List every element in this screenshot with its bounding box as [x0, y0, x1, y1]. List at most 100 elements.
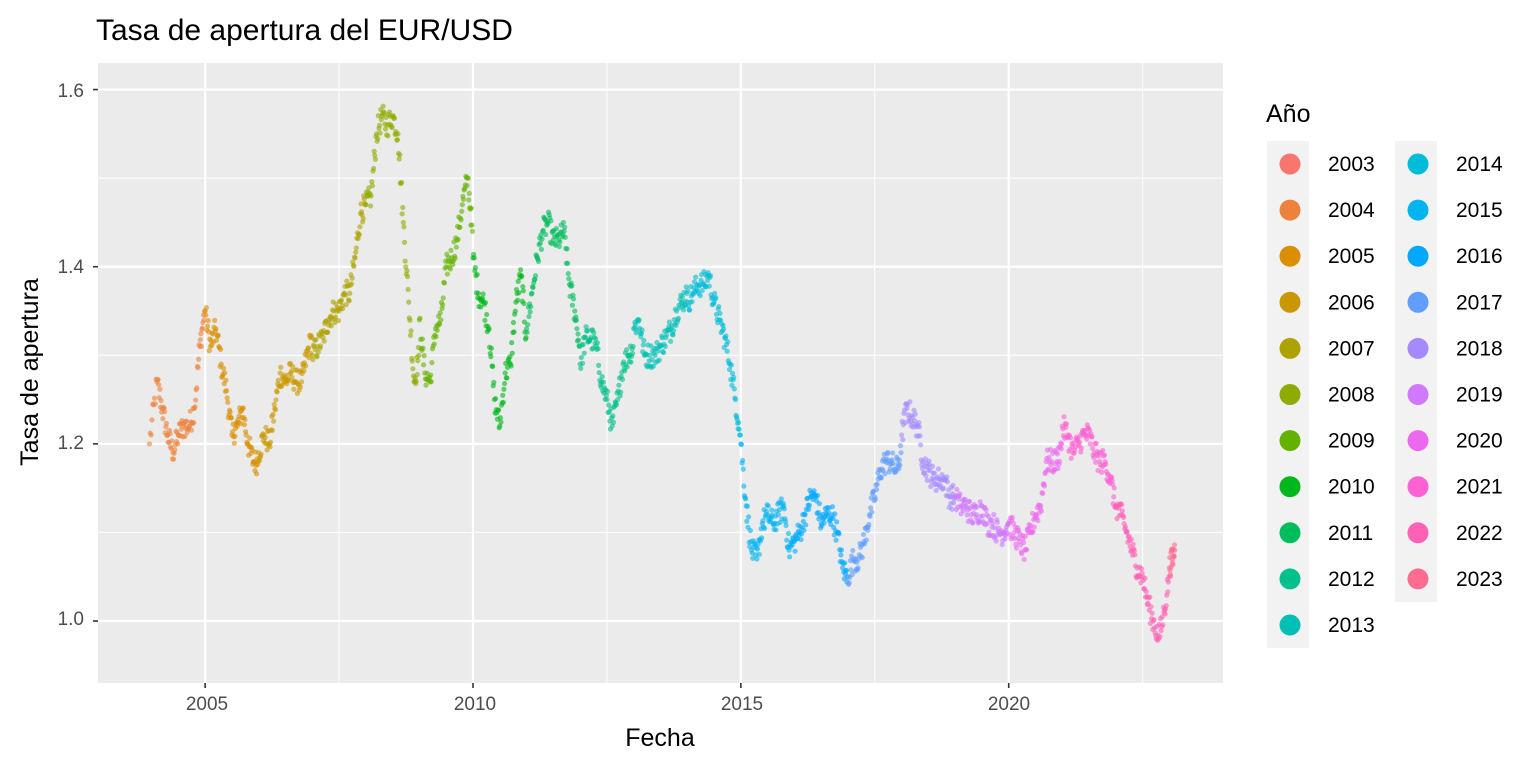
data-point: [604, 397, 609, 402]
data-point: [189, 428, 194, 433]
data-point: [523, 335, 528, 340]
legend-key: [1280, 292, 1301, 313]
data-point: [836, 531, 841, 536]
data-point: [408, 333, 413, 338]
legend-item-2009: 2009: [1280, 430, 1375, 453]
data-point: [242, 422, 247, 427]
data-point: [1031, 529, 1036, 534]
data-point: [191, 420, 196, 425]
data-point: [693, 275, 698, 280]
data-point: [839, 547, 844, 552]
data-point: [273, 407, 278, 412]
legend-label: 2017: [1456, 291, 1503, 314]
data-point: [737, 427, 742, 432]
data-point: [944, 474, 949, 479]
data-point: [401, 220, 406, 225]
data-point: [595, 340, 600, 345]
data-point: [1038, 503, 1043, 508]
data-point: [548, 218, 553, 223]
data-point: [229, 415, 234, 420]
data-point: [834, 519, 839, 524]
data-point: [762, 526, 767, 531]
data-point: [242, 417, 247, 422]
data-point: [195, 365, 200, 370]
data-point: [746, 514, 751, 519]
legend-label: 2012: [1328, 568, 1375, 591]
data-point: [404, 268, 409, 273]
y-tick-label: 1.4: [58, 257, 85, 278]
data-point: [493, 396, 498, 401]
data-point: [196, 357, 201, 362]
data-point: [518, 267, 523, 272]
data-point: [539, 247, 544, 252]
data-point: [405, 274, 410, 279]
data-point: [169, 438, 174, 443]
data-point: [147, 441, 152, 446]
data-point: [298, 384, 303, 389]
legend-item-2015: 2015: [1408, 199, 1503, 222]
data-point: [1100, 448, 1105, 453]
data-point: [347, 291, 352, 296]
data-point: [509, 340, 514, 345]
data-point: [830, 504, 835, 509]
legend-item-2020: 2020: [1408, 430, 1503, 453]
data-point: [258, 452, 263, 457]
y-tick-label: 1.2: [58, 433, 84, 454]
data-point: [918, 442, 923, 447]
legend-key: [1408, 200, 1429, 221]
data-point: [371, 166, 376, 171]
legend-key: [1408, 568, 1429, 589]
data-point: [442, 280, 447, 285]
data-point: [164, 421, 169, 426]
data-point: [754, 556, 759, 561]
data-point: [1103, 461, 1108, 466]
legend-key: [1280, 246, 1301, 267]
data-point: [399, 180, 404, 185]
data-point: [725, 349, 730, 354]
data-point: [423, 383, 428, 388]
data-point: [582, 351, 587, 356]
data-point: [1061, 414, 1066, 419]
data-point: [521, 288, 526, 293]
data-point: [1014, 545, 1019, 550]
data-point: [484, 312, 489, 317]
data-point: [600, 374, 605, 379]
data-point: [689, 299, 694, 304]
data-point: [817, 501, 822, 506]
legend-label: 2018: [1456, 337, 1503, 360]
data-point: [773, 527, 778, 532]
data-point: [917, 433, 922, 438]
data-point: [515, 298, 520, 303]
data-point: [432, 341, 437, 346]
data-point: [325, 330, 330, 335]
data-point: [158, 398, 163, 403]
data-point: [511, 329, 516, 334]
data-point: [554, 226, 559, 231]
data-point: [1040, 491, 1045, 496]
data-point: [856, 565, 861, 570]
data-point: [1010, 515, 1015, 520]
data-point: [687, 307, 692, 312]
data-point: [454, 245, 459, 250]
legend-label: 2013: [1328, 614, 1375, 637]
data-point: [167, 431, 172, 436]
legend-key: [1280, 476, 1301, 497]
data-point: [403, 258, 408, 263]
data-point: [1059, 446, 1064, 451]
data-point: [369, 193, 374, 198]
legend-key: [1408, 522, 1429, 543]
data-point: [591, 330, 596, 335]
data-point: [792, 549, 797, 554]
data-point: [1042, 483, 1047, 488]
data-point: [448, 248, 453, 253]
legend-item-2010: 2010: [1280, 476, 1375, 499]
data-point: [212, 318, 217, 323]
y-tick-label: 1.0: [58, 609, 84, 630]
data-point: [1151, 617, 1156, 622]
y-axis-label: Tasa de apertura: [16, 278, 44, 466]
data-point: [378, 130, 383, 135]
data-point: [745, 504, 750, 509]
data-point: [861, 532, 866, 537]
legend-label: 2021: [1456, 476, 1503, 499]
data-point: [731, 375, 736, 380]
